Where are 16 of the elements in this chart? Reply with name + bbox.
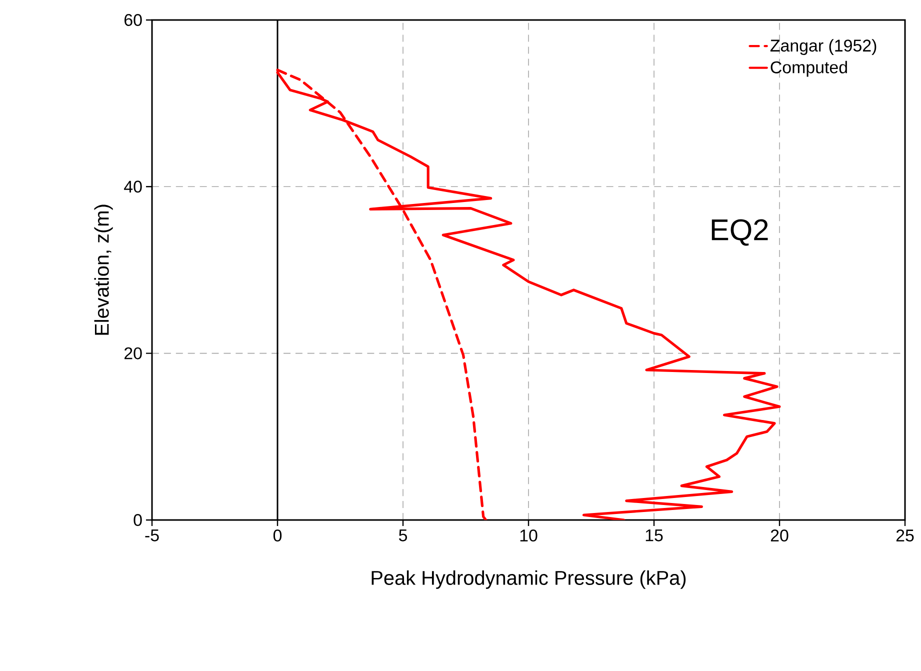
- y-tick-label: 0: [134, 514, 142, 526]
- x-tick-label: 25: [896, 530, 914, 542]
- y-tick-label: 60: [124, 14, 142, 26]
- x-tick-label: 10: [520, 530, 538, 542]
- x-tick-label: 15: [646, 530, 663, 542]
- legend-label: Zangar (1952): [770, 39, 876, 55]
- x-tick-label: -5: [145, 530, 159, 542]
- x-tick-label: 5: [398, 530, 408, 542]
- x-tick-label: 20: [770, 530, 788, 542]
- x-tick-label: 0: [273, 530, 282, 542]
- legend-label: Computed: [770, 60, 847, 77]
- y-axis-title: Elevation, z(m): [94, 204, 113, 335]
- y-tick-label: 40: [124, 180, 142, 193]
- annotation: EQ2: [712, 219, 768, 246]
- y-tick-label: 20: [124, 347, 142, 360]
- x-axis-title: Peak Hydrodynamic Pressure (kPa): [372, 570, 686, 589]
